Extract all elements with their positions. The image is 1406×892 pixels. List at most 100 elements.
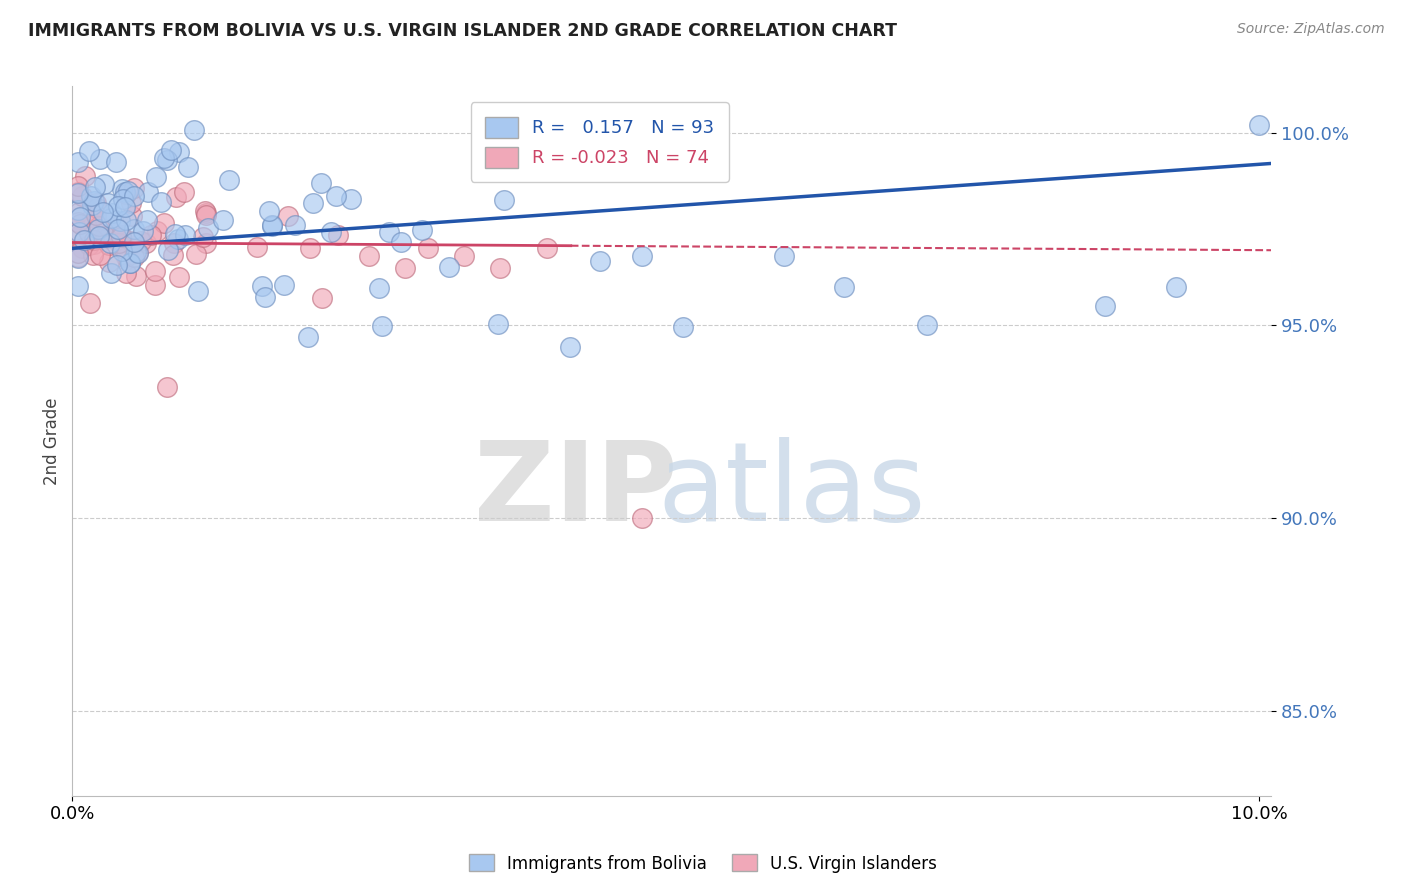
Point bbox=[122, 222, 145, 236]
Point bbox=[536, 241, 558, 255]
Point bbox=[100, 211, 122, 225]
Point bbox=[70, 241, 93, 255]
Point bbox=[67, 203, 90, 218]
Point bbox=[773, 249, 796, 263]
Point bbox=[89, 153, 111, 167]
Point bbox=[120, 235, 142, 249]
Text: atlas: atlas bbox=[657, 437, 925, 544]
Point bbox=[67, 228, 90, 243]
Point bbox=[83, 180, 105, 194]
Point bbox=[163, 227, 186, 241]
Point bbox=[257, 204, 280, 219]
Point bbox=[112, 242, 135, 256]
Point bbox=[302, 196, 325, 211]
Point bbox=[156, 153, 179, 167]
Point bbox=[111, 182, 134, 196]
Point bbox=[156, 380, 179, 394]
Point bbox=[371, 318, 394, 333]
Point bbox=[368, 281, 391, 295]
Point bbox=[124, 269, 146, 284]
Point bbox=[69, 217, 91, 231]
Legend: R =   0.157   N = 93, R = -0.023   N = 74: R = 0.157 N = 93, R = -0.023 N = 74 bbox=[471, 103, 728, 182]
Point bbox=[167, 145, 190, 159]
Point bbox=[135, 235, 157, 250]
Text: IMMIGRANTS FROM BOLIVIA VS U.S. VIRGIN ISLANDER 2ND GRADE CORRELATION CHART: IMMIGRANTS FROM BOLIVIA VS U.S. VIRGIN I… bbox=[28, 22, 897, 40]
Point bbox=[104, 219, 127, 234]
Point bbox=[631, 249, 654, 263]
Point bbox=[277, 209, 299, 223]
Point bbox=[173, 228, 195, 243]
Point bbox=[195, 206, 218, 220]
Point bbox=[115, 213, 138, 227]
Point bbox=[127, 245, 149, 260]
Point bbox=[118, 256, 141, 270]
Point bbox=[169, 270, 191, 285]
Point bbox=[118, 256, 141, 270]
Point bbox=[83, 237, 105, 252]
Y-axis label: 2nd Grade: 2nd Grade bbox=[44, 397, 60, 485]
Point bbox=[105, 155, 128, 169]
Point bbox=[418, 241, 440, 255]
Point bbox=[107, 221, 129, 235]
Point bbox=[129, 234, 152, 248]
Point bbox=[83, 234, 105, 248]
Point bbox=[67, 155, 90, 169]
Point bbox=[138, 185, 160, 199]
Point bbox=[111, 244, 134, 258]
Point bbox=[153, 152, 176, 166]
Point bbox=[389, 235, 412, 249]
Point bbox=[260, 218, 283, 232]
Point bbox=[86, 202, 108, 216]
Point bbox=[67, 225, 90, 239]
Point bbox=[73, 169, 96, 184]
Point bbox=[122, 188, 145, 202]
Point bbox=[218, 173, 240, 187]
Point bbox=[87, 219, 110, 233]
Point bbox=[67, 179, 90, 194]
Point bbox=[107, 235, 129, 250]
Point bbox=[339, 192, 361, 206]
Point bbox=[150, 195, 173, 210]
Point bbox=[122, 235, 145, 250]
Point bbox=[70, 189, 93, 203]
Point bbox=[94, 213, 117, 227]
Point bbox=[108, 214, 131, 228]
Point bbox=[672, 320, 695, 334]
Point bbox=[117, 185, 139, 199]
Point bbox=[357, 249, 380, 263]
Point bbox=[273, 278, 295, 293]
Point bbox=[120, 196, 142, 211]
Point bbox=[915, 318, 938, 333]
Point bbox=[195, 236, 218, 251]
Point bbox=[82, 197, 104, 211]
Point bbox=[143, 264, 166, 278]
Point bbox=[112, 192, 135, 206]
Point bbox=[114, 200, 136, 214]
Point bbox=[114, 185, 136, 199]
Point bbox=[191, 230, 214, 244]
Point bbox=[79, 295, 101, 310]
Point bbox=[69, 210, 91, 224]
Point bbox=[101, 206, 124, 220]
Point bbox=[297, 330, 319, 344]
Point bbox=[82, 248, 104, 262]
Point bbox=[80, 189, 103, 203]
Point bbox=[91, 205, 114, 219]
Point bbox=[494, 193, 516, 207]
Point bbox=[67, 250, 90, 264]
Point bbox=[488, 260, 510, 275]
Point bbox=[246, 240, 269, 254]
Text: ZIP: ZIP bbox=[474, 437, 678, 544]
Point bbox=[125, 244, 148, 259]
Point bbox=[156, 243, 179, 257]
Point bbox=[162, 248, 184, 262]
Point bbox=[67, 279, 90, 293]
Point bbox=[96, 231, 118, 245]
Point bbox=[67, 246, 90, 260]
Point bbox=[93, 229, 115, 244]
Point bbox=[67, 214, 90, 228]
Point bbox=[183, 123, 205, 137]
Point bbox=[84, 208, 107, 222]
Point bbox=[311, 291, 333, 305]
Point bbox=[97, 237, 120, 252]
